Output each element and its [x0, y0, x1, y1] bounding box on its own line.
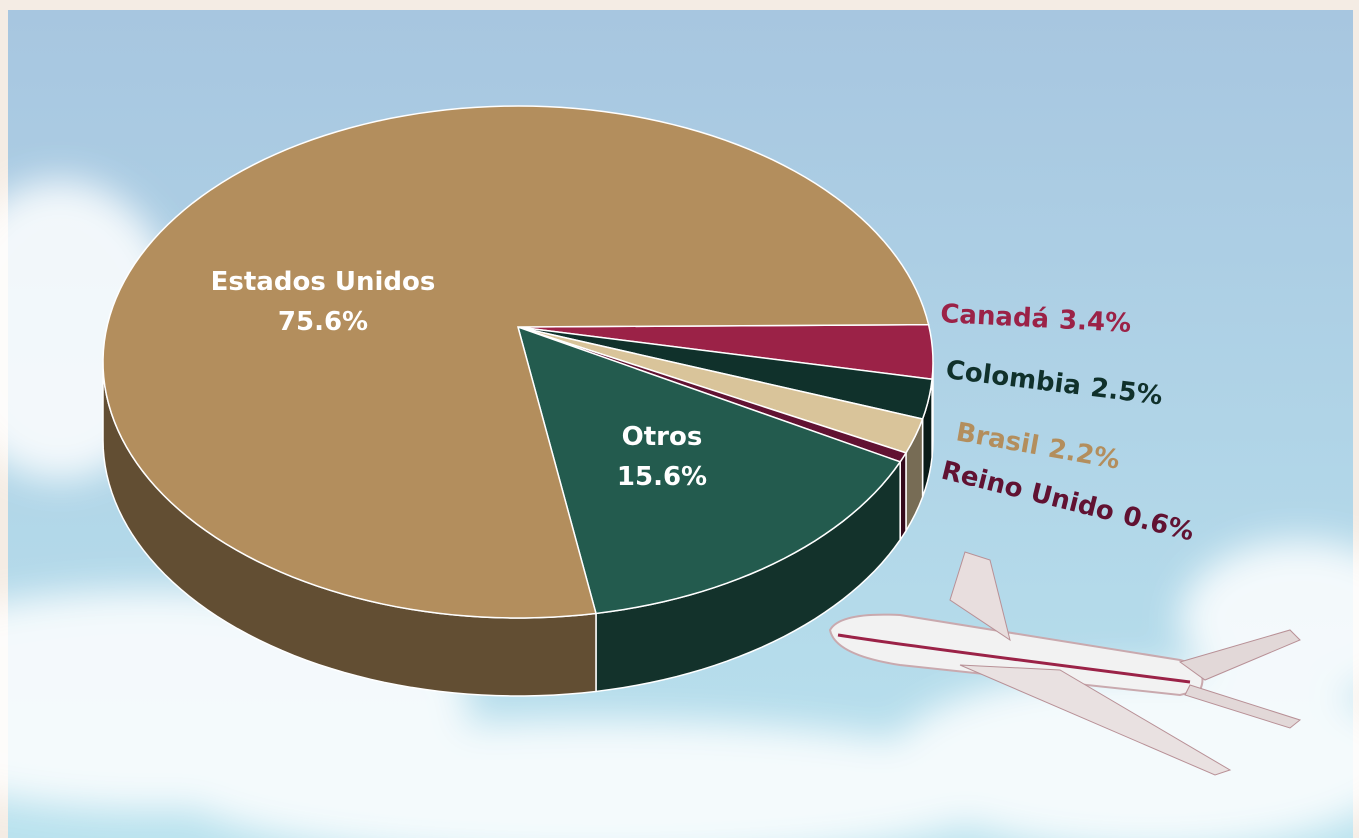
slice — [102, 105, 930, 619]
slice-side — [899, 450, 907, 543]
category-label: Otros — [622, 422, 703, 452]
slice — [516, 325, 902, 615]
airplane — [828, 551, 1302, 776]
value-label: 15.6% — [617, 462, 707, 492]
value-label: 3.4% — [1058, 305, 1132, 339]
slice-label: Otros 15.6% — [617, 422, 707, 492]
category-label: Canadá — [940, 299, 1050, 335]
value-label: 75.6% — [278, 307, 368, 337]
category-label: Estados Unidos — [211, 267, 436, 297]
slice-label: Estados Unidos 75.6% — [211, 267, 436, 337]
slice-label: Canadá 3.4% — [940, 299, 1132, 339]
